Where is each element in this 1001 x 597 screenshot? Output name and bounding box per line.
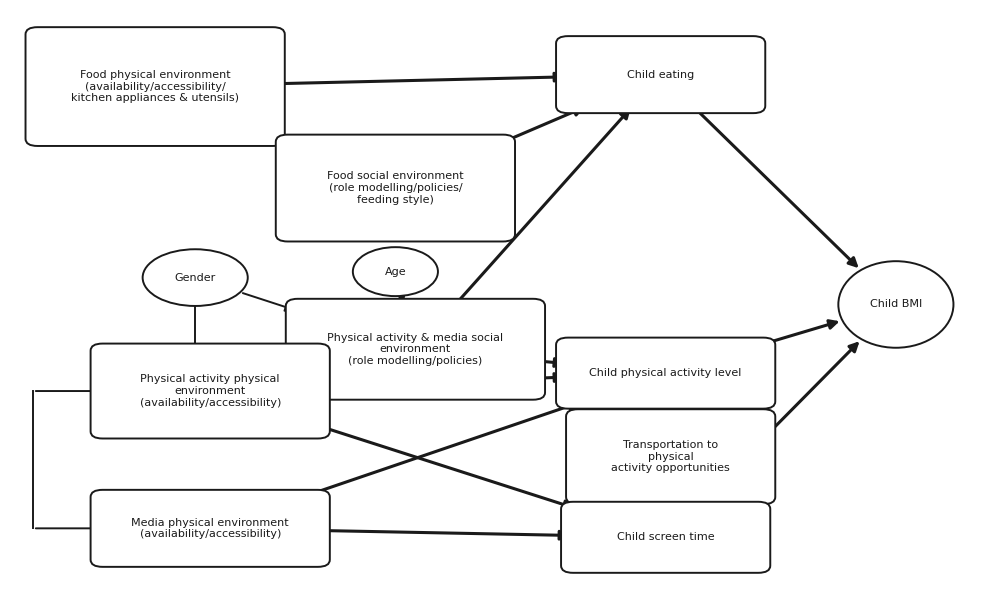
FancyBboxPatch shape xyxy=(90,490,330,567)
FancyBboxPatch shape xyxy=(561,501,771,573)
Text: Child screen time: Child screen time xyxy=(617,533,715,542)
Ellipse shape xyxy=(839,261,953,347)
FancyBboxPatch shape xyxy=(90,344,330,438)
Text: Child eating: Child eating xyxy=(627,70,695,79)
Text: Food social environment
(role modelling/policies/
feeding style): Food social environment (role modelling/… xyxy=(327,171,463,205)
FancyBboxPatch shape xyxy=(26,27,285,146)
FancyBboxPatch shape xyxy=(556,36,765,113)
FancyBboxPatch shape xyxy=(286,299,545,400)
Text: Age: Age xyxy=(384,267,406,276)
Text: Physical activity & media social
environment
(role modelling/policies): Physical activity & media social environ… xyxy=(327,333,504,366)
Text: Gender: Gender xyxy=(174,273,216,282)
FancyBboxPatch shape xyxy=(276,135,515,241)
FancyBboxPatch shape xyxy=(567,410,775,504)
Text: Food physical environment
(availability/accessibility/
kitchen appliances & uten: Food physical environment (availability/… xyxy=(71,70,239,103)
Text: Media physical environment
(availability/accessibility): Media physical environment (availability… xyxy=(131,518,289,539)
Text: Child BMI: Child BMI xyxy=(870,300,922,309)
Text: Child physical activity level: Child physical activity level xyxy=(590,368,742,378)
Ellipse shape xyxy=(353,247,438,296)
Text: Physical activity physical
environment
(availability/accessibility): Physical activity physical environment (… xyxy=(139,374,281,408)
Text: Transportation to
physical
activity opportunities: Transportation to physical activity oppo… xyxy=(612,440,730,473)
FancyBboxPatch shape xyxy=(556,338,775,408)
Ellipse shape xyxy=(142,249,248,306)
